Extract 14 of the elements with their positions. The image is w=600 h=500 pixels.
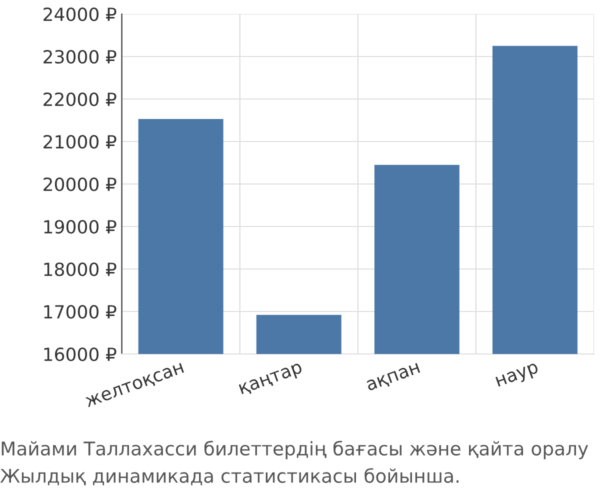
x-tick-label: ақпан xyxy=(366,362,421,394)
text: Майами Таллахасси билеттердің бағасы және қайта оралу xyxy=(2,440,588,460)
x-tick-label: қаңтар xyxy=(238,362,304,398)
y-tick-label: 16000 ₽ xyxy=(44,347,116,362)
y-tick-label: 21000 ₽ xyxy=(44,134,116,149)
y-tick-label: 17000 ₽ xyxy=(44,304,116,319)
x-tick-label: наур xyxy=(495,362,540,390)
y-tick-label: 23000 ₽ xyxy=(44,50,116,64)
text: Жылдық динамикада статистикасы бойынша. xyxy=(0,468,458,486)
y-tick-label: 19000 ₽ xyxy=(44,220,116,234)
y-tick-label: 18000 ₽ xyxy=(44,262,116,276)
y-tick-label: 20000 ₽ xyxy=(44,177,116,192)
y-tick-label: 24000 ₽ xyxy=(44,7,116,22)
y-tick-label: 22000 ₽ xyxy=(44,92,116,106)
